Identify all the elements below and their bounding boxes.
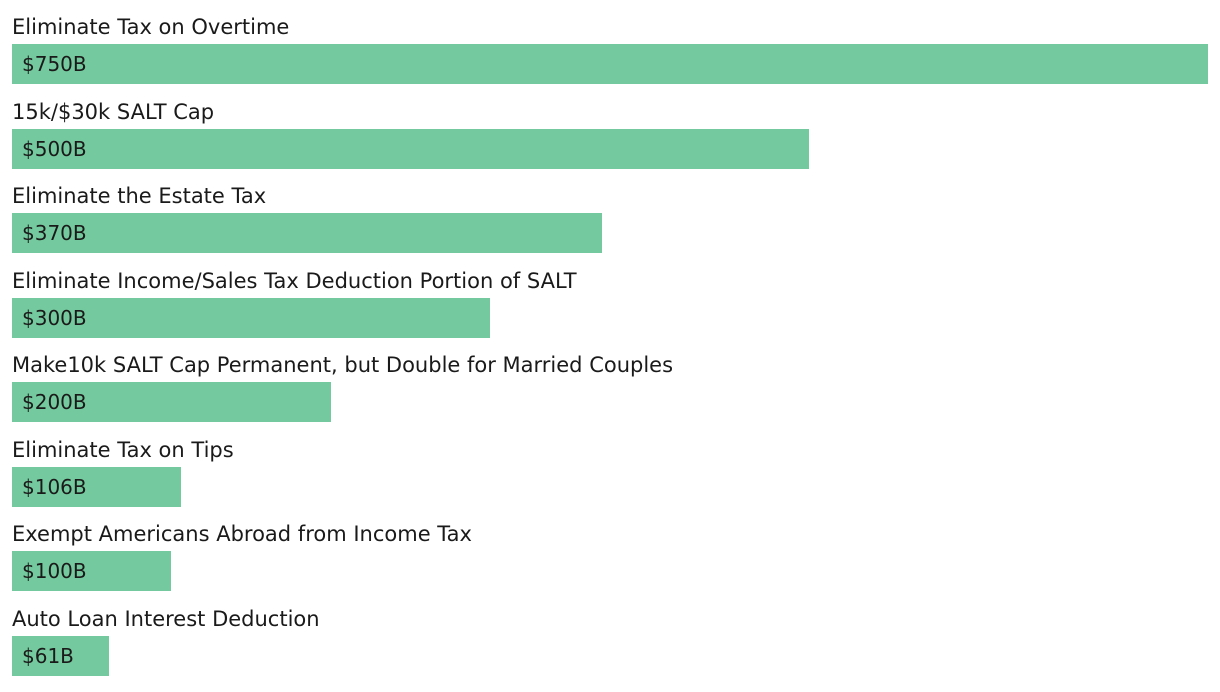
bar-row: Make10k SALT Cap Permanent, but Double f… <box>12 342 1208 426</box>
bar <box>12 44 1208 84</box>
value-label: $370B <box>22 221 87 245</box>
bar <box>12 213 602 253</box>
bar-row: Eliminate Tax on Tips $106B <box>12 427 1208 511</box>
bar <box>12 128 809 169</box>
category-label: Eliminate Tax on Tips <box>12 437 234 462</box>
value-label: $300B <box>22 305 87 330</box>
category-label: 15k/$30k SALT Cap <box>12 99 215 124</box>
bar <box>12 382 331 422</box>
bar-row: 15k/$30k SALT Cap $500B <box>12 89 1208 173</box>
bar-row: Eliminate the Estate Tax $370B <box>12 173 1208 257</box>
bar <box>12 635 109 676</box>
category-label: Auto Loan Interest Deduction <box>12 606 320 631</box>
value-label: $61B <box>22 643 74 668</box>
category-label: Make10k SALT Cap Permanent, but Double f… <box>12 353 674 377</box>
bar <box>12 466 181 507</box>
bar <box>12 551 171 591</box>
category-label: Exempt Americans Abroad from Income Tax <box>12 522 472 546</box>
bar <box>12 297 490 338</box>
bar-row: Eliminate Income/Sales Tax Deduction Por… <box>12 258 1208 342</box>
value-label: $500B <box>22 136 87 161</box>
bar-row: Eliminate Tax on Overtime $750B <box>12 4 1208 88</box>
value-label: $750B <box>22 52 87 76</box>
bar-row: Exempt Americans Abroad from Income Tax $… <box>12 511 1208 595</box>
value-label: $200B <box>22 390 87 414</box>
bar-row: Auto Loan Interest Deduction $61B <box>12 596 1208 680</box>
category-label: Eliminate Income/Sales Tax Deduction Por… <box>12 268 577 293</box>
category-label: Eliminate the Estate Tax <box>12 184 267 208</box>
value-label: $100B <box>22 559 87 583</box>
value-label: $106B <box>22 474 87 499</box>
category-label: Eliminate Tax on Overtime <box>12 15 290 39</box>
